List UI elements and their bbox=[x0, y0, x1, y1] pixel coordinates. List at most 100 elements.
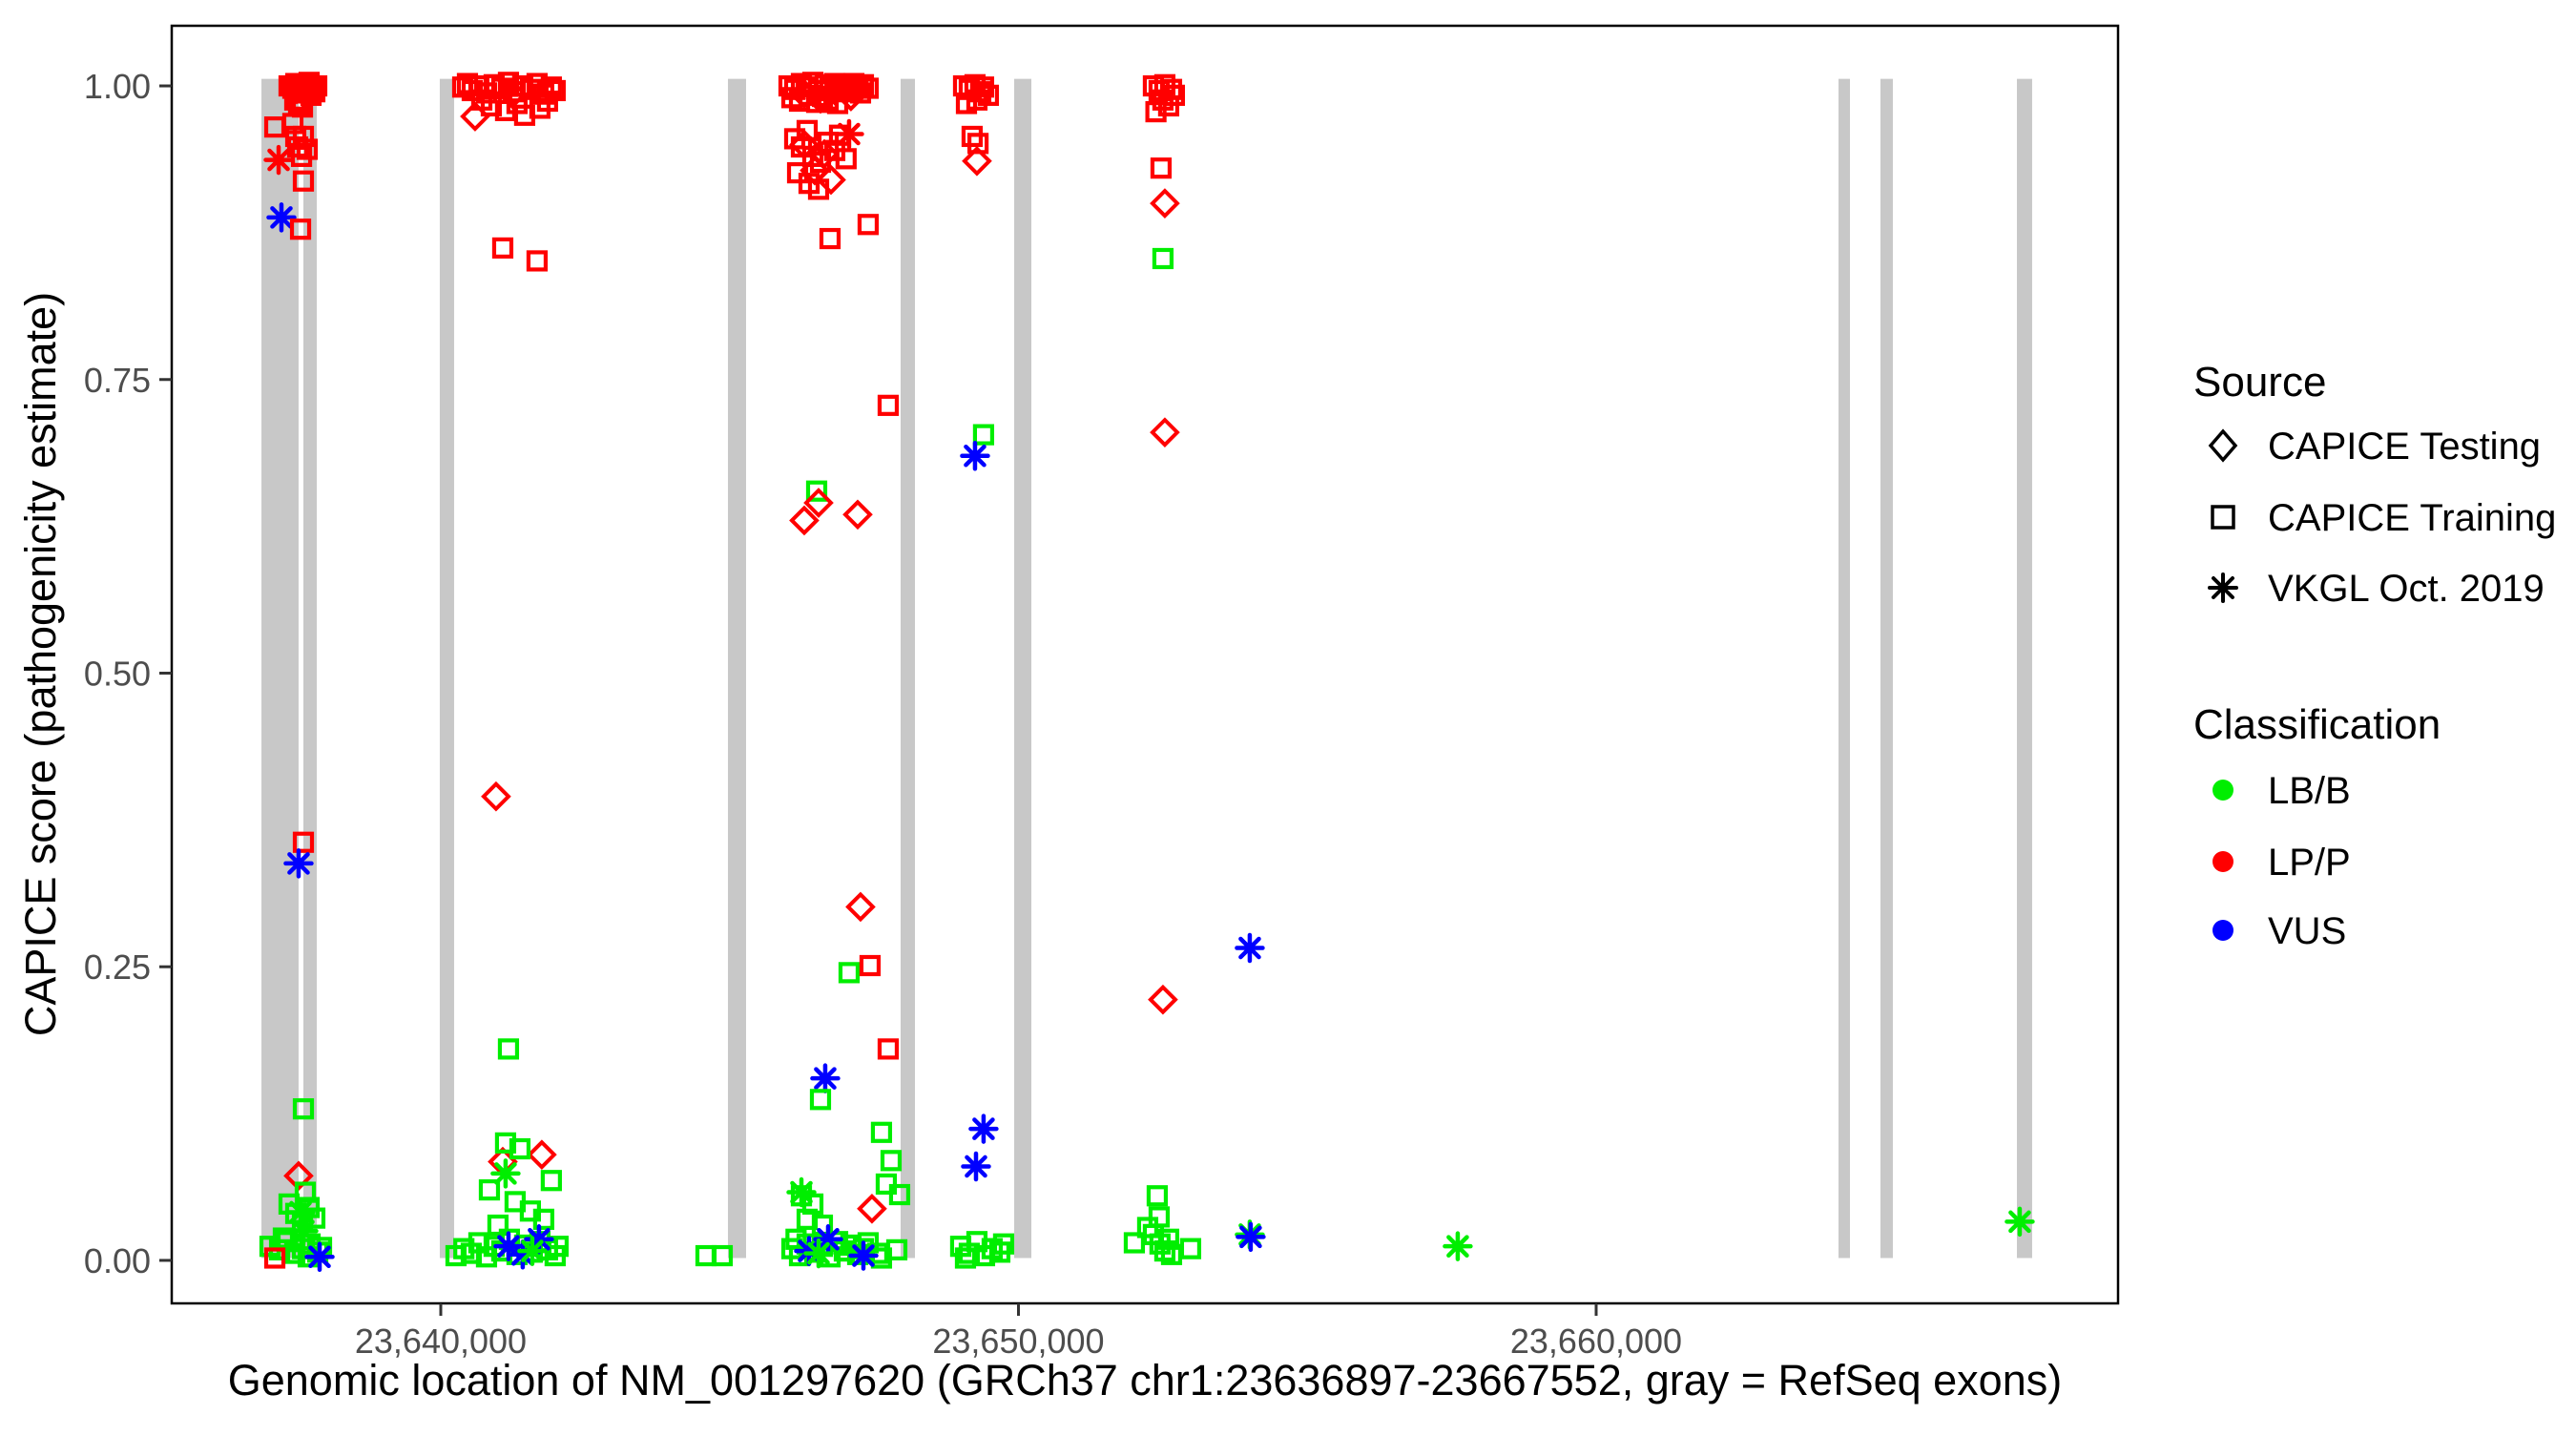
point-open-square bbox=[536, 90, 558, 113]
point-open-square bbox=[1146, 1185, 1169, 1207]
point-asterisk bbox=[288, 1216, 319, 1246]
point-asterisk bbox=[283, 848, 314, 879]
point-open-square bbox=[838, 962, 861, 984]
point-asterisk bbox=[960, 441, 990, 471]
legend-label: CAPICE Training bbox=[2268, 497, 2556, 539]
point-open-diamond bbox=[789, 78, 820, 110]
point-open-square bbox=[497, 1038, 520, 1060]
point-open-diamond bbox=[1148, 984, 1178, 1015]
point-open-square bbox=[1152, 247, 1174, 270]
point-open-square bbox=[857, 214, 880, 236]
point-open-diamond bbox=[527, 1139, 557, 1170]
point-open-square bbox=[992, 1233, 1015, 1255]
point-asterisk bbox=[493, 1231, 524, 1261]
point-open-square bbox=[785, 1228, 807, 1250]
point-open-diamond bbox=[1150, 417, 1180, 447]
point-open-square bbox=[972, 424, 995, 446]
point-open-square bbox=[835, 148, 857, 170]
panel-border bbox=[170, 24, 2120, 1305]
point-open-square bbox=[711, 1244, 734, 1267]
exon-bars bbox=[261, 78, 2032, 1259]
legend: Source CAPICE Testing CAPICE Training VK… bbox=[2193, 359, 2556, 952]
point-open-diamond bbox=[789, 505, 820, 536]
point-open-diamond bbox=[962, 145, 992, 177]
point-asterisk bbox=[786, 1176, 817, 1208]
point-asterisk bbox=[810, 1063, 841, 1093]
point-open-diamond bbox=[281, 73, 312, 105]
point-open-square bbox=[870, 1121, 893, 1143]
point-open-diamond bbox=[283, 1160, 314, 1192]
point-open-square bbox=[480, 94, 503, 117]
x-tick-label: 23,650,000 bbox=[932, 1322, 1104, 1361]
y-tick-label: 0.75 bbox=[84, 361, 151, 400]
y-tick-label: 0.50 bbox=[84, 654, 151, 693]
legend-item-lpp: LP/P bbox=[2212, 842, 2351, 884]
exon-bar bbox=[900, 78, 915, 1259]
point-asterisk bbox=[1235, 932, 1265, 964]
exon-bar bbox=[727, 78, 746, 1259]
exon-bar bbox=[1880, 78, 1893, 1259]
point-open-square bbox=[287, 93, 310, 114]
point-open-square bbox=[289, 219, 312, 240]
point-open-square bbox=[954, 1247, 977, 1269]
red-dot-icon bbox=[2212, 851, 2233, 872]
point-open-square bbox=[977, 84, 1000, 106]
point-open-square bbox=[885, 1238, 908, 1260]
point-open-square bbox=[1123, 1232, 1146, 1254]
point-open-square bbox=[281, 113, 304, 135]
point-open-square bbox=[1145, 101, 1167, 123]
exon-bar bbox=[1014, 78, 1031, 1259]
exon-bar bbox=[261, 78, 299, 1259]
exon-bar bbox=[302, 78, 317, 1259]
legend-label: VUS bbox=[2268, 910, 2346, 952]
point-open-square bbox=[857, 77, 880, 99]
point-open-square bbox=[494, 1132, 517, 1154]
point-asterisk bbox=[794, 1236, 824, 1266]
point-asterisk bbox=[1443, 1231, 1473, 1261]
blue-dot-icon bbox=[2212, 920, 2233, 941]
point-open-square bbox=[1163, 84, 1186, 106]
point-open-square bbox=[491, 237, 514, 259]
green-dot-icon bbox=[2212, 780, 2233, 801]
point-asterisk bbox=[304, 1241, 335, 1273]
asterisk-icon bbox=[2208, 572, 2238, 603]
point-asterisk bbox=[263, 144, 294, 176]
point-open-square bbox=[290, 145, 313, 167]
x-axis-title: Genomic location of NM_001297620 (GRCh37… bbox=[228, 1356, 2062, 1405]
legend-item-vus: VUS bbox=[2212, 910, 2346, 952]
point-asterisk bbox=[285, 1197, 316, 1228]
axis-ticks: 23,640,000 23,650,000 23,660,000 0.00 0.25 0.… bbox=[84, 67, 1682, 1361]
point-open-square bbox=[880, 1150, 903, 1172]
point-open-square bbox=[877, 1038, 900, 1060]
y-tick-label: 0.00 bbox=[84, 1241, 151, 1280]
point-asterisk bbox=[968, 1113, 999, 1144]
point-open-square bbox=[509, 1137, 531, 1160]
point-open-square bbox=[805, 480, 828, 502]
point-open-square bbox=[819, 227, 841, 250]
y-tick-label: 0.25 bbox=[84, 947, 151, 987]
point-asterisk bbox=[813, 1224, 843, 1255]
point-open-diamond bbox=[497, 78, 528, 110]
legend-classification-title: Classification bbox=[2193, 701, 2441, 748]
y-axis-title: CAPICE score (pathogenicity estimate) bbox=[16, 292, 65, 1036]
point-open-square bbox=[852, 73, 875, 95]
point-open-diamond bbox=[481, 780, 511, 812]
point-open-square bbox=[292, 1098, 315, 1120]
point-open-square bbox=[292, 170, 315, 192]
exon-bar bbox=[1838, 78, 1850, 1259]
point-asterisk bbox=[803, 1238, 834, 1269]
legend-label: CAPICE Testing bbox=[2268, 426, 2541, 468]
exon-bar bbox=[439, 78, 454, 1259]
point-open-square bbox=[487, 1214, 509, 1237]
point-open-square bbox=[1150, 157, 1173, 179]
legend-source-title: Source bbox=[2193, 359, 2326, 406]
point-open-diamond bbox=[460, 101, 490, 132]
point-open-square bbox=[263, 1247, 286, 1269]
data-points bbox=[259, 72, 2035, 1273]
point-open-square bbox=[532, 1208, 554, 1230]
point-asterisk bbox=[266, 202, 297, 233]
x-tick-label: 23,640,000 bbox=[355, 1322, 527, 1361]
legend-label: LB/B bbox=[2268, 770, 2351, 812]
